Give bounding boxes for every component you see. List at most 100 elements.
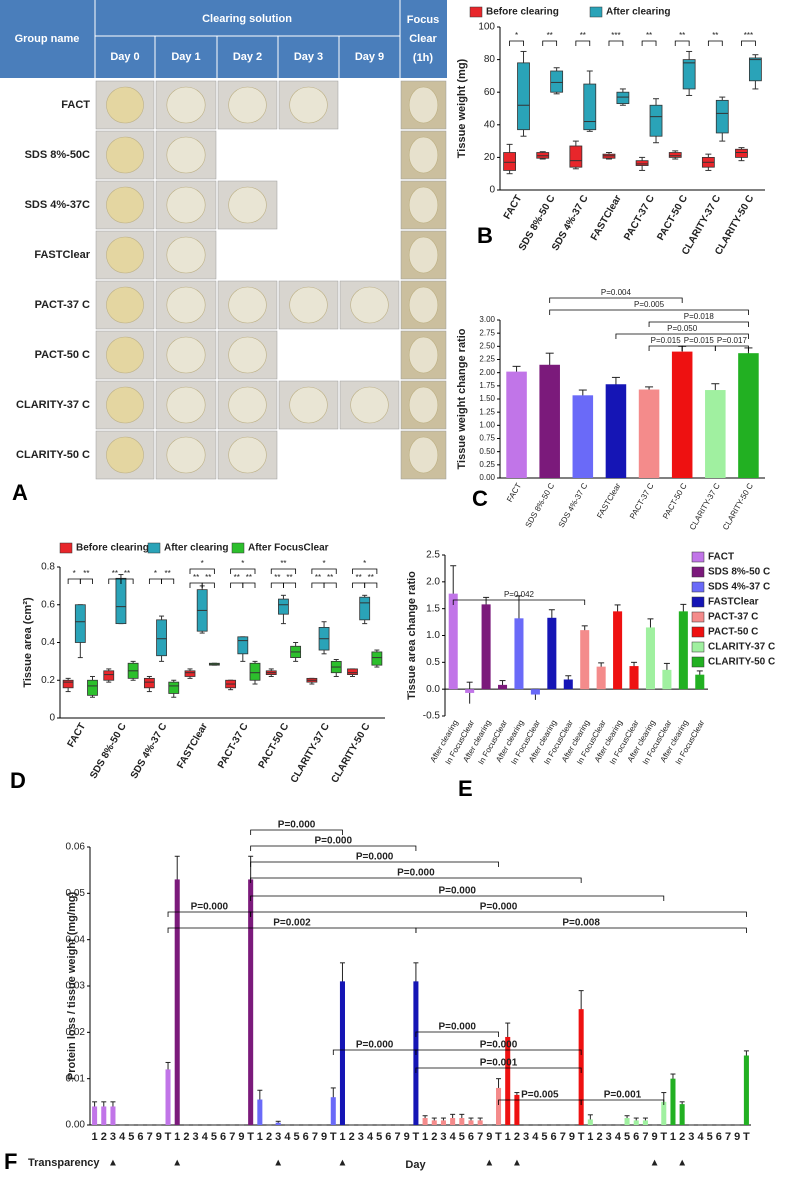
x-tick-label: 4 [532, 1131, 539, 1143]
transparency-marker: ▲ [650, 1158, 660, 1169]
x-tick-label: 4 [697, 1131, 704, 1143]
bar [101, 1106, 107, 1125]
box [278, 598, 289, 615]
y-axis-label: Tissue weight (mg) [456, 58, 468, 158]
bar [596, 666, 606, 690]
x-tick-label: FASTClear [589, 193, 624, 242]
significance-bracket [250, 911, 747, 917]
annotation: ** [712, 31, 718, 40]
tissue-sample [228, 386, 267, 424]
significance-bracket [79, 578, 93, 584]
significance-bracket [608, 40, 624, 46]
bar [339, 981, 345, 1125]
x-tick-label: SDS 4%-37 C [550, 193, 591, 252]
panel-label: C [472, 486, 488, 511]
significance-bracket [364, 582, 378, 588]
bar [174, 879, 180, 1125]
y-tick-label: 0.8 [41, 562, 55, 573]
legend-label: SDS 8%-50 C [708, 567, 770, 578]
tissue-sample [408, 386, 439, 424]
x-tick-label: 5 [128, 1131, 134, 1143]
tissue-sample [228, 186, 267, 224]
annotation: * [241, 559, 244, 568]
x-tick-label: 2 [431, 1131, 437, 1143]
legend-label: CLARITY-37 C [708, 642, 775, 653]
box [569, 145, 583, 168]
legend-label: After clearing [606, 7, 670, 18]
tissue-sample [228, 86, 267, 124]
legend-label: FASTClear [708, 597, 759, 608]
bar [477, 1120, 483, 1125]
header-cell: Day 9 [355, 51, 384, 63]
significance-bracket [615, 333, 749, 339]
significance-bracket [352, 582, 366, 588]
annotation: ** [646, 31, 652, 40]
significance-bracket [148, 578, 162, 584]
x-tick-label: 1 [339, 1131, 345, 1143]
box [715, 99, 729, 134]
y-tick-label: 2.25 [479, 355, 495, 364]
transparency-marker: ▲ [273, 1158, 283, 1169]
bar [695, 674, 705, 690]
annotation: P=0.000 [480, 902, 518, 913]
annotation: * [363, 559, 366, 568]
x-tick-label: 2 [349, 1131, 355, 1143]
significance-bracket [549, 297, 683, 303]
x-tick-label: PACT-50 C [655, 193, 690, 242]
annotation: P=0.018 [684, 312, 715, 321]
box [517, 62, 530, 131]
x-tick-label: FASTClear [175, 721, 210, 770]
transparency-marker: ▲ [512, 1158, 522, 1169]
tissue-sample [166, 286, 206, 324]
x-tick-label: FACT [505, 481, 523, 503]
tissue-sample [106, 286, 144, 324]
y-tick-label: 0.00 [479, 473, 495, 482]
x-tick-label: 7 [394, 1131, 400, 1143]
x-tick-label: CLARITY-50 C [329, 721, 372, 785]
x-tick-label: 3 [688, 1131, 694, 1143]
bar [248, 879, 254, 1125]
tissue-sample [106, 386, 144, 424]
annotation: * [323, 559, 326, 568]
bar [459, 1118, 465, 1125]
annotation: ** [286, 573, 292, 582]
x-tick-label: 3 [110, 1131, 116, 1143]
legend-swatch [691, 656, 705, 668]
y-tick-label: 2.50 [479, 341, 495, 350]
significance-bracket [674, 40, 690, 46]
x-tick-label: PACT-37 C [628, 481, 656, 520]
header-cell: Clear [409, 33, 437, 45]
significance-bracket [332, 1049, 417, 1055]
x-tick-label: 1 [257, 1131, 263, 1143]
annotation: ** [205, 573, 211, 582]
significance-bracket [741, 40, 756, 46]
x-tick-label: 4 [450, 1131, 457, 1143]
header-cell: Day 3 [294, 51, 323, 63]
tissue-sample [106, 136, 144, 174]
box [87, 679, 98, 696]
x-tick-label: FACT [66, 721, 89, 749]
y-tick-label: 0 [489, 185, 495, 196]
y-tick-label: 40 [484, 119, 496, 130]
bar [465, 689, 475, 693]
tissue-sample [350, 386, 389, 424]
significance-bracket [120, 578, 134, 584]
box [115, 577, 127, 625]
header-cell: (1h) [413, 52, 434, 64]
x-tick-label: T [247, 1131, 254, 1143]
annotation: P=0.000 [480, 1040, 518, 1051]
bar [624, 1118, 630, 1125]
panel-label: B [477, 223, 493, 248]
significance-bracket [509, 40, 524, 46]
annotation: ** [315, 573, 321, 582]
bar [440, 1120, 446, 1125]
x-tick-label: 5 [707, 1131, 713, 1143]
header-cell: Day 0 [110, 51, 139, 63]
x-tick-label: 2 [679, 1131, 685, 1143]
y-tick-label: 0.04 [66, 934, 86, 945]
x-tick-label: T [660, 1131, 667, 1143]
annotation: ** [274, 573, 280, 582]
y-tick-label: 0.5 [426, 657, 440, 668]
legend-swatch [231, 542, 245, 554]
row-label: SDS 8%-50C [25, 149, 90, 161]
